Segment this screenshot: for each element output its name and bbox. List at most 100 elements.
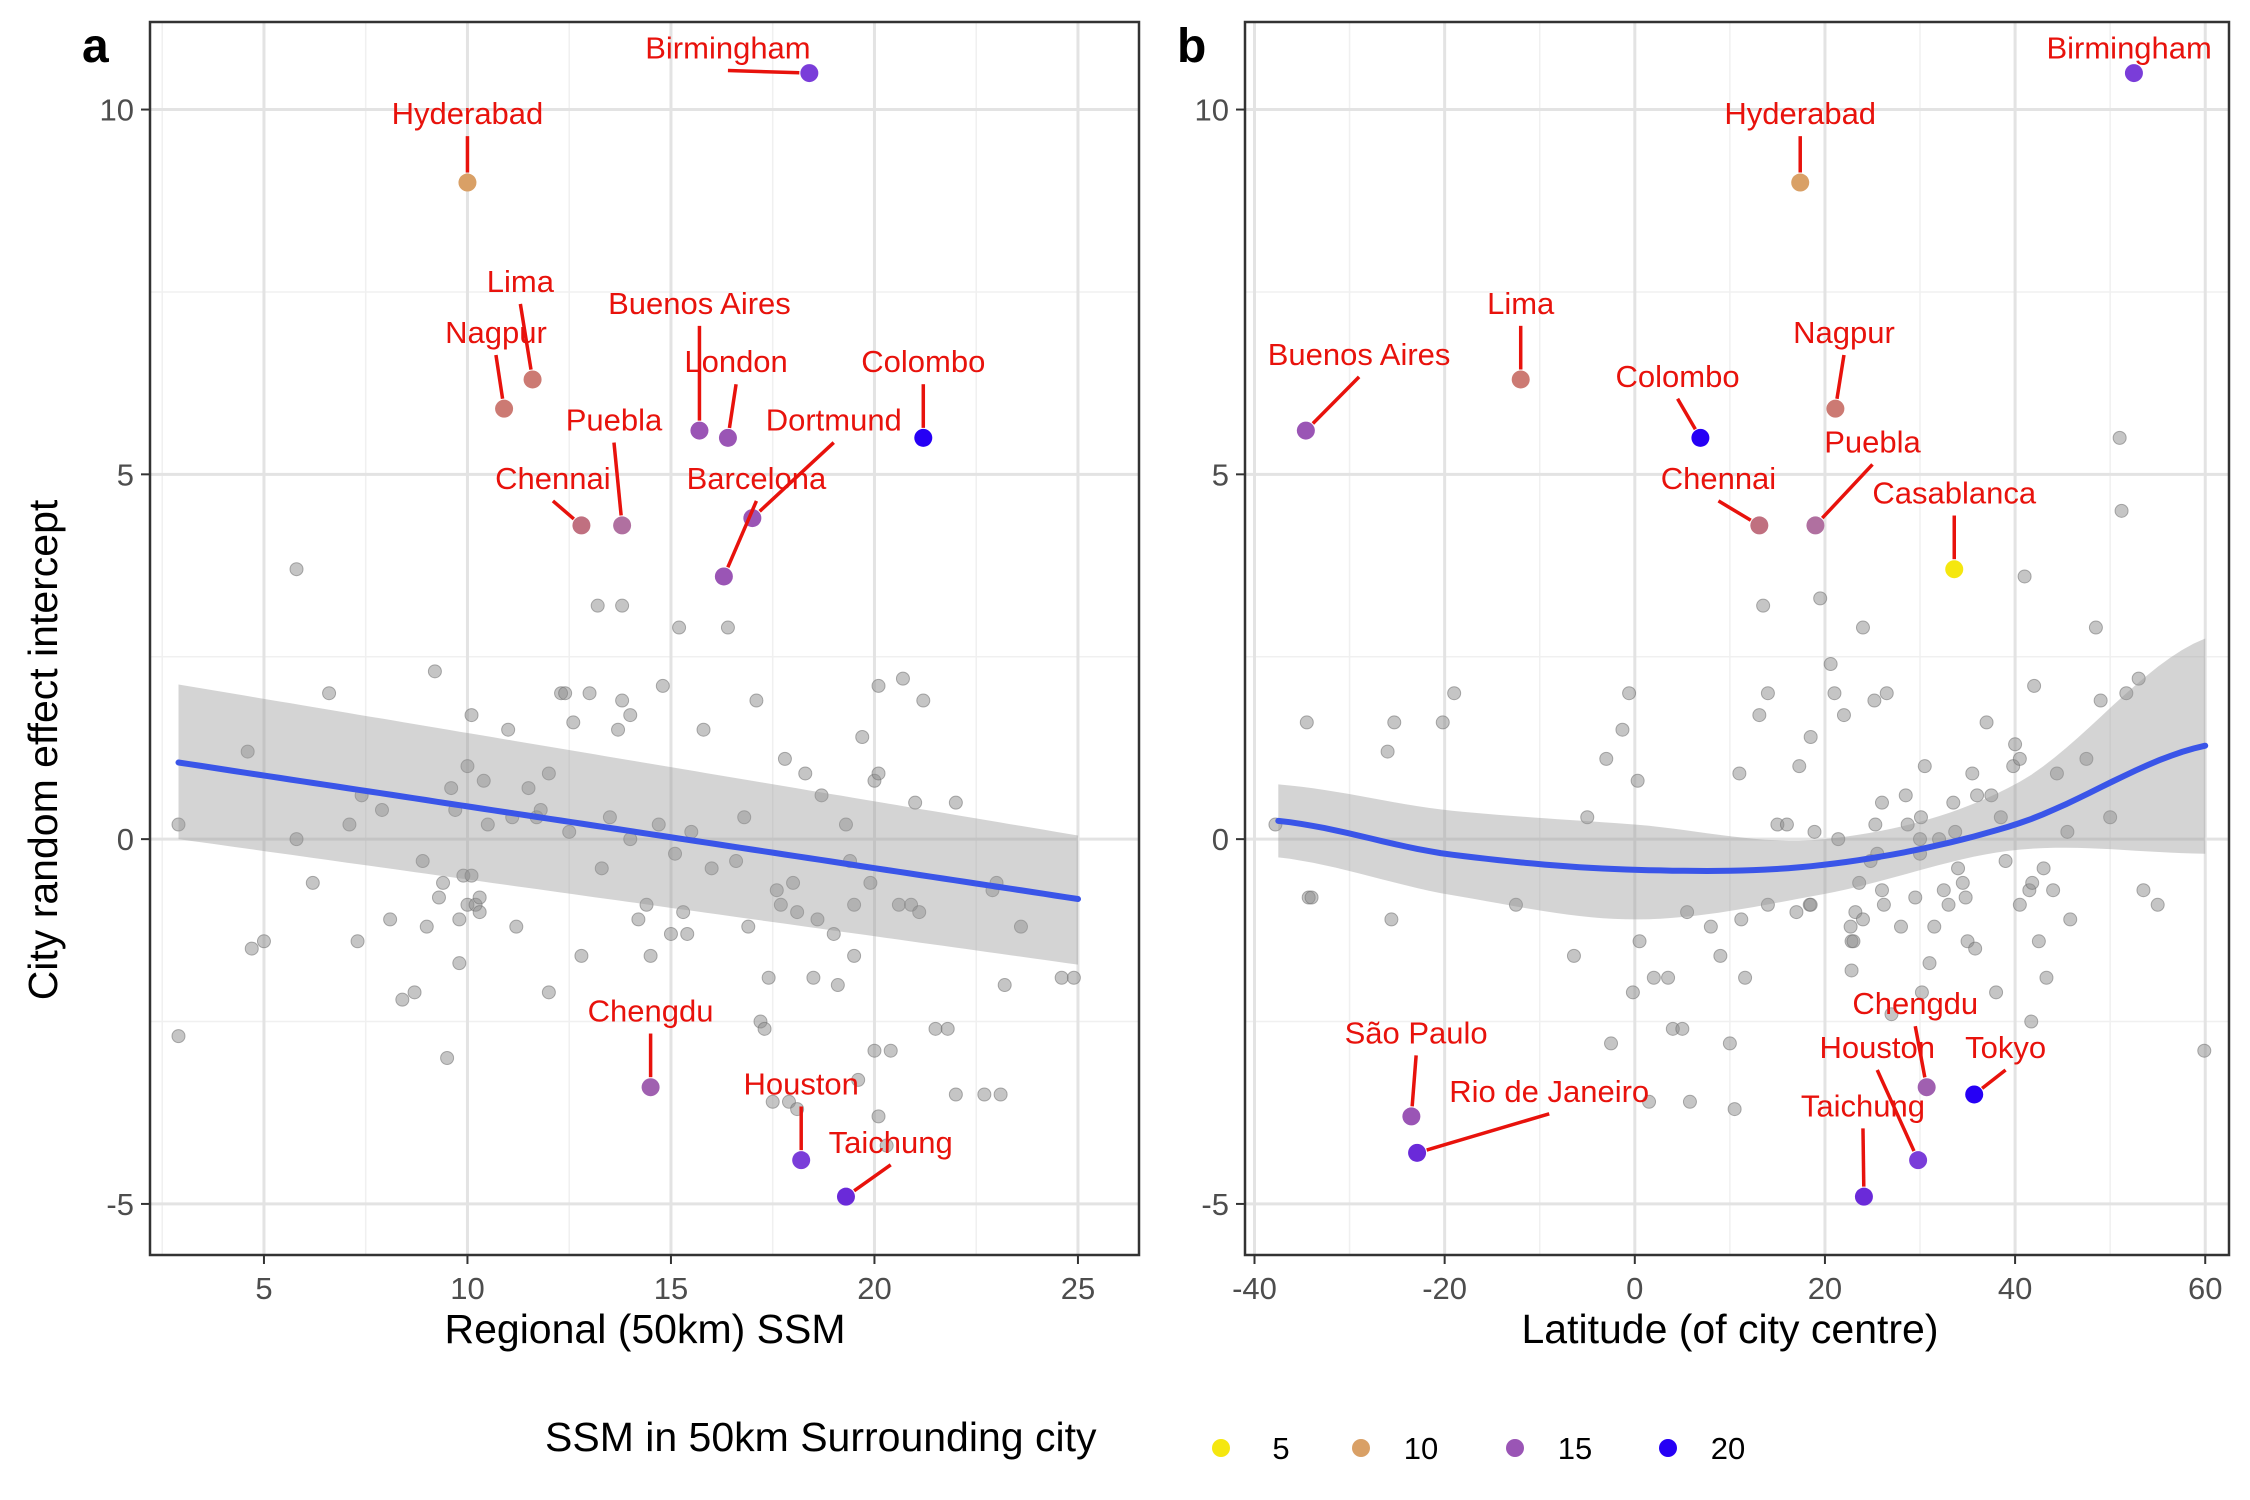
- data-point: [1580, 810, 1595, 825]
- data-point: [2036, 861, 2051, 876]
- data-point: [1779, 817, 1794, 832]
- data-point: [2197, 1043, 2212, 1058]
- city-label: Taichung: [829, 1125, 953, 1160]
- highlight-point: [572, 516, 591, 535]
- data-point: [623, 708, 638, 723]
- highlight-point: [613, 516, 632, 535]
- y-tick-label: -5: [1201, 1187, 1229, 1222]
- data-point: [1855, 620, 1870, 635]
- highlight-point: [714, 567, 733, 586]
- data-point: [1508, 897, 1523, 912]
- data-point: [1642, 1094, 1657, 1109]
- data-point: [1894, 919, 1908, 934]
- data-point: [676, 905, 691, 920]
- y-tick-label: 5: [117, 457, 134, 492]
- highlight-point: [2124, 64, 2143, 83]
- data-point: [741, 919, 756, 934]
- city-label: Buenos Aires: [608, 286, 791, 321]
- x-tick-label: 10: [450, 1271, 484, 1306]
- data-point: [1831, 832, 1846, 847]
- city-label: Colombo: [861, 344, 985, 379]
- data-point: [1752, 708, 1767, 723]
- label-connector: [1861, 1128, 1866, 1187]
- data-point: [1989, 985, 2004, 1000]
- data-point: [1054, 970, 1069, 985]
- data-point: [427, 664, 442, 679]
- data-point: [651, 817, 666, 832]
- data-point: [431, 890, 446, 905]
- data-point: [1675, 1021, 1690, 1036]
- data-point: [1913, 810, 1928, 825]
- highlight-point: [1826, 399, 1845, 418]
- data-point: [289, 832, 304, 847]
- data-point: [1823, 657, 1838, 672]
- legend: SSM in 50km Surrounding city 5 10 15 20: [545, 1414, 1745, 1466]
- city-label: Chennai: [495, 461, 610, 496]
- data-point: [940, 1021, 955, 1036]
- highlight-point: [914, 428, 933, 447]
- city-label: Houston: [743, 1066, 858, 1101]
- x-tick-label: 60: [2188, 1271, 2222, 1306]
- y-tick-label: -5: [106, 1187, 134, 1222]
- data-point: [1615, 722, 1630, 737]
- y-tick-label: 10: [1195, 93, 1229, 128]
- highlight-point: [1917, 1078, 1936, 1097]
- label-connector: [758, 441, 835, 513]
- data-point: [863, 875, 878, 890]
- data-point: [1384, 912, 1399, 927]
- legend-label: 10: [1404, 1431, 1438, 1466]
- data-point: [1955, 875, 1970, 890]
- data-point: [1387, 715, 1402, 730]
- data-point: [639, 897, 654, 912]
- data-point: [1813, 591, 1828, 606]
- label-connector: [727, 68, 800, 75]
- city-label: São Paulo: [1345, 1015, 1488, 1050]
- data-point: [948, 1087, 963, 1102]
- label-connector: [1835, 354, 1846, 400]
- data-point: [2046, 883, 2061, 898]
- data-point: [1922, 956, 1937, 971]
- data-point: [566, 715, 581, 730]
- city-label: Nagpur: [1793, 315, 1895, 350]
- label-connector: [612, 442, 623, 516]
- city-label: Birmingham: [2046, 30, 2211, 65]
- legend-swatch: [1506, 1439, 1524, 1457]
- data-point: [1998, 854, 2013, 869]
- label-connector: [1426, 1112, 1550, 1152]
- data-point: [1738, 970, 1753, 985]
- city-label: Nagpur: [445, 315, 547, 350]
- data-point: [1965, 766, 1980, 781]
- data-point: [668, 846, 683, 861]
- data-point: [672, 620, 687, 635]
- data-point: [798, 766, 813, 781]
- data-point: [415, 854, 430, 869]
- y-tick-label: 0: [117, 822, 134, 857]
- label-connector: [494, 354, 505, 400]
- highlight-point: [523, 370, 542, 389]
- data-point: [1646, 970, 1661, 985]
- y-axis-title: City random effect intercept: [20, 499, 66, 1000]
- highlight-point: [1511, 370, 1530, 389]
- data-point: [1927, 919, 1942, 934]
- data-point: [1917, 759, 1932, 774]
- data-point: [476, 773, 491, 788]
- data-point: [1936, 883, 1951, 898]
- data-point: [1566, 948, 1581, 963]
- data-point: [1447, 686, 1462, 701]
- panel-tag: a: [82, 20, 109, 73]
- legend-swatch: [1212, 1439, 1230, 1457]
- data-point: [472, 890, 487, 905]
- x-tick-label: 20: [857, 1271, 891, 1306]
- data-point: [322, 686, 337, 701]
- data-point: [916, 693, 931, 708]
- data-point: [1979, 715, 1994, 730]
- city-label: Lima: [487, 264, 555, 299]
- data-point: [1680, 905, 1695, 920]
- confidence-band: [1278, 638, 2206, 920]
- data-point: [2088, 620, 2103, 635]
- data-point: [1732, 766, 1747, 781]
- data-point: [509, 919, 524, 934]
- x-tick-label: -40: [1232, 1271, 1277, 1306]
- highlight-point: [1965, 1085, 1984, 1104]
- data-point: [452, 912, 467, 927]
